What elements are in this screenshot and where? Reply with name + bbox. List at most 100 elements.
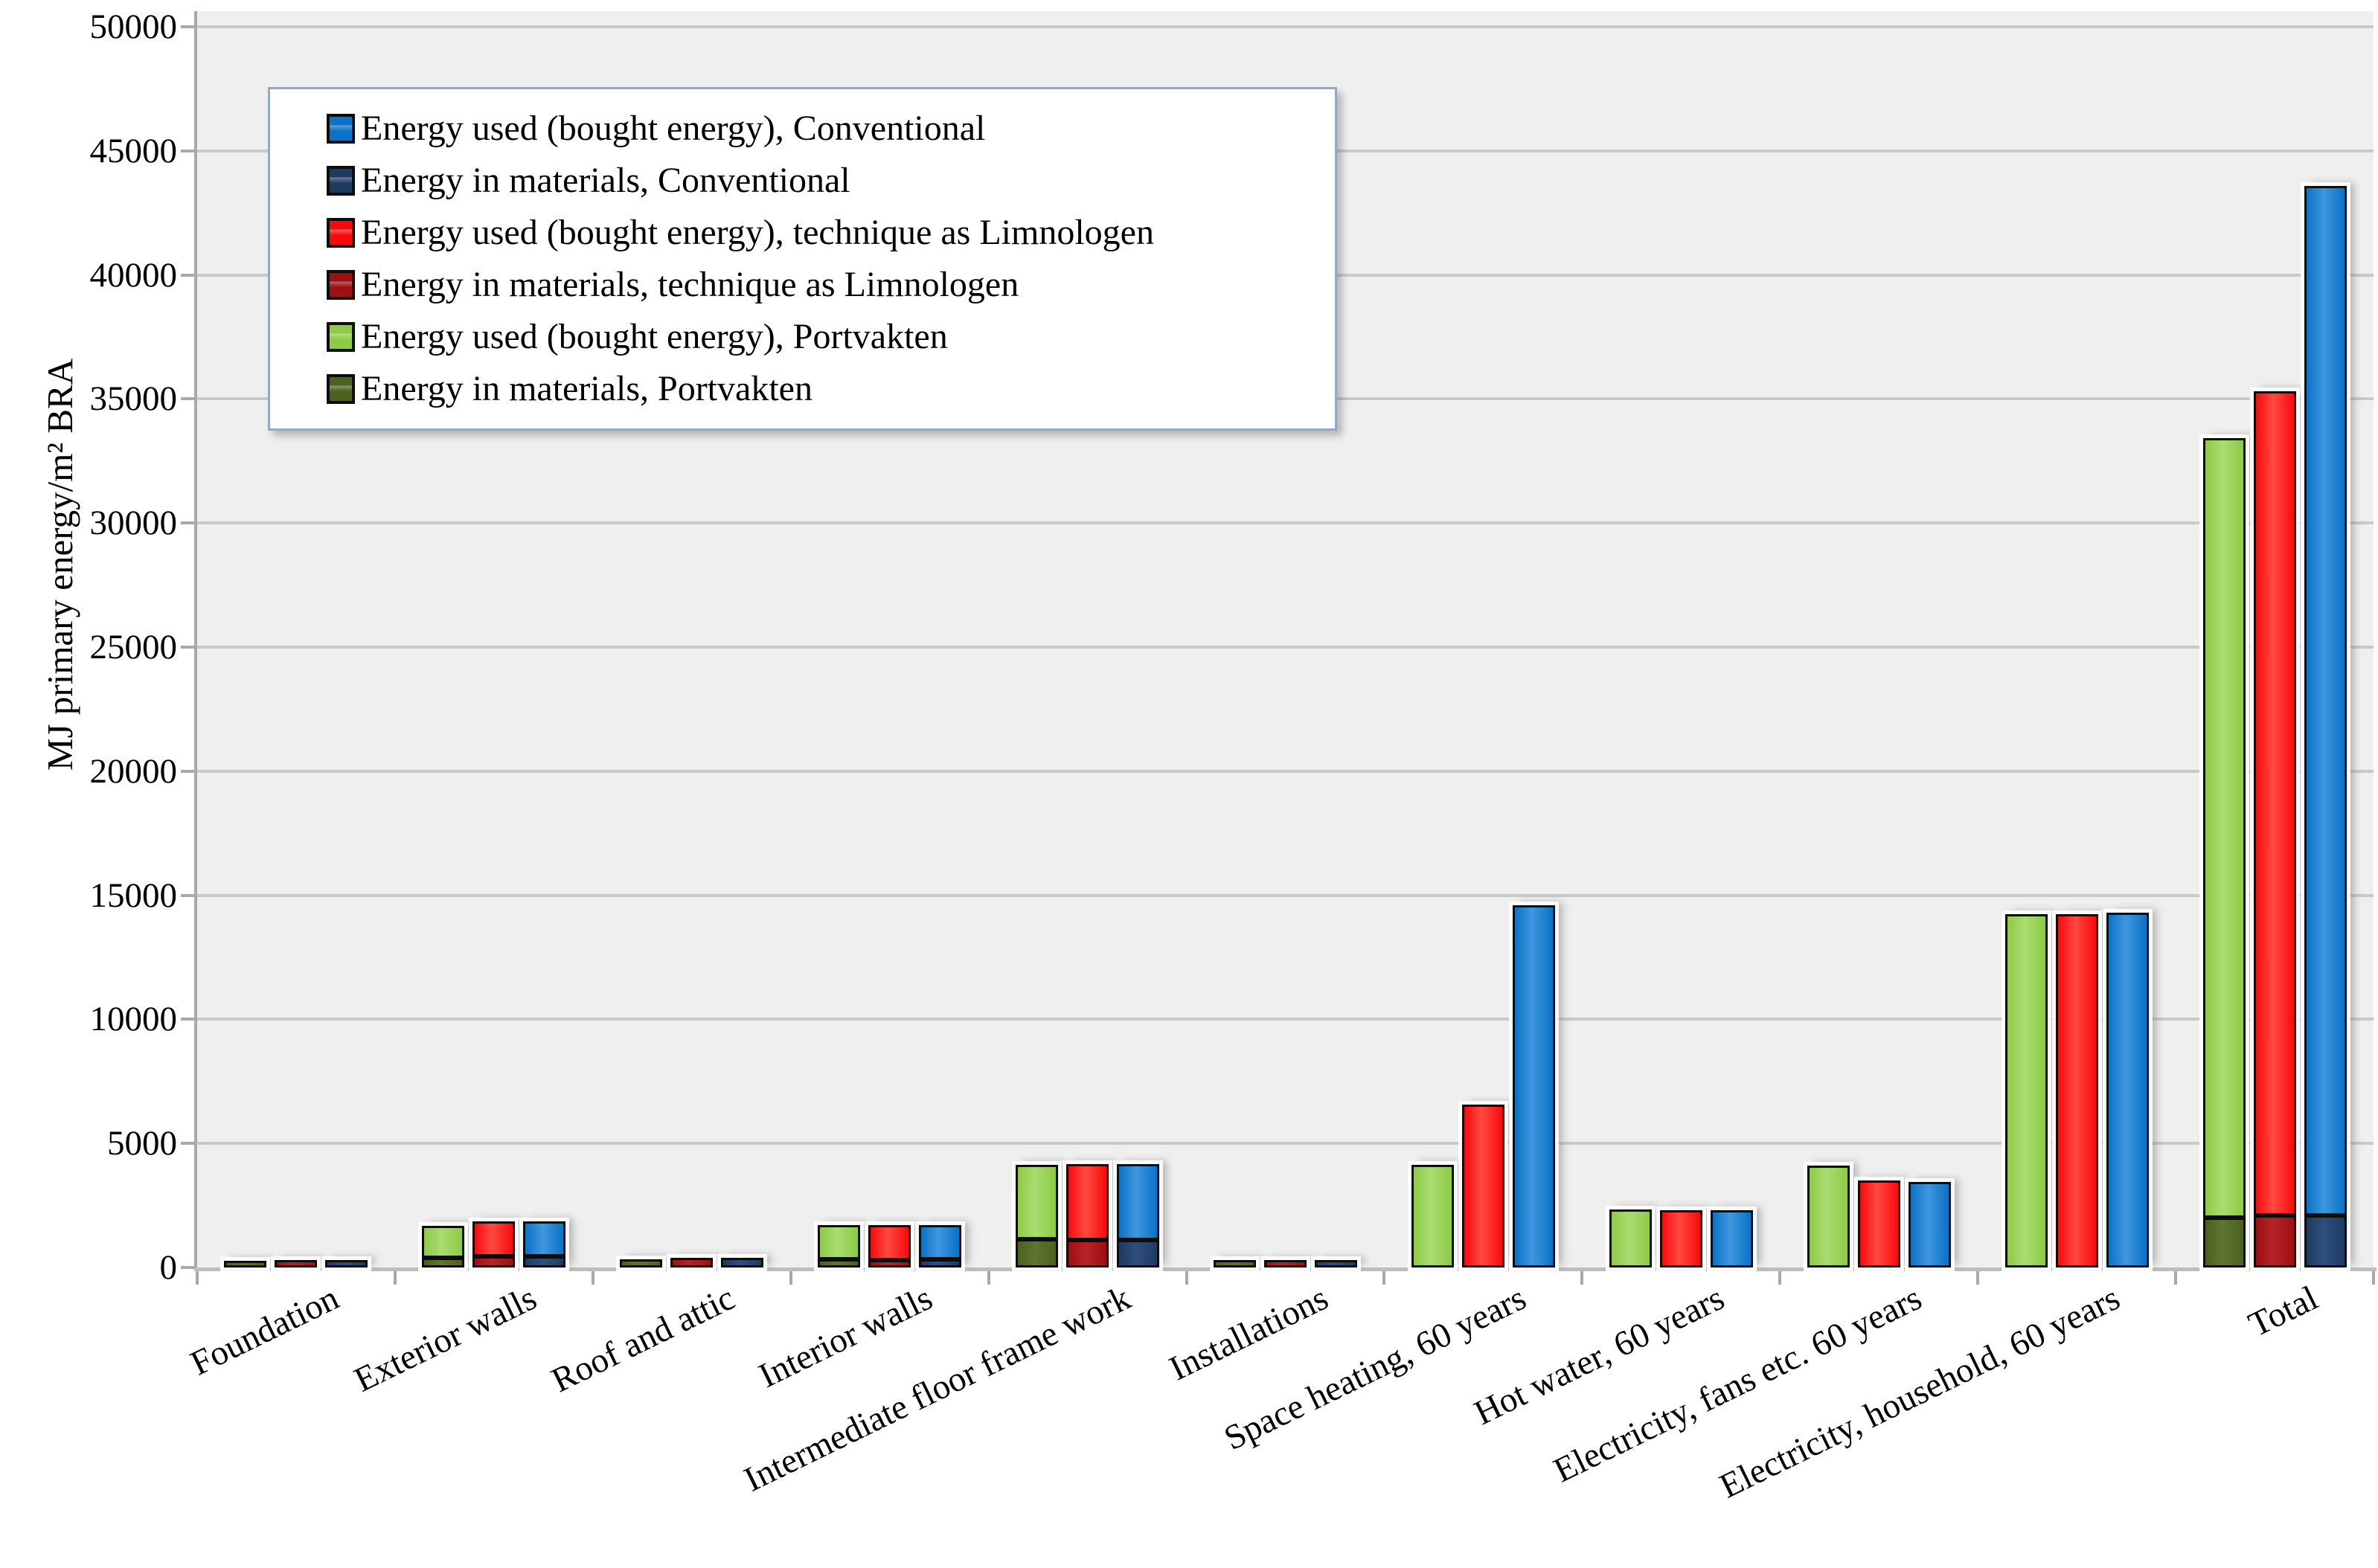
x-axis-tick: [196, 1271, 199, 1285]
bar-technique-as-limnologen-4: [1066, 1164, 1109, 1267]
bar-conventional-9: [2106, 913, 2149, 1267]
y-axis-tick: [181, 646, 196, 649]
x-category-label: Total: [2242, 1278, 2324, 1345]
bar-conventional-10: [2304, 186, 2347, 1267]
y-tick-label: 5000: [107, 1124, 177, 1163]
bar-portvakten-6: [1411, 1165, 1454, 1267]
legend-item: Energy used (bought energy), Conventiona…: [327, 109, 1320, 148]
bar-conventional-1: [523, 1221, 566, 1267]
legend-label: Energy used (bought energy), Portvakten: [361, 317, 948, 356]
legend-label: Energy in materials, Conventional: [361, 161, 850, 200]
bar-segment-materials: [472, 1256, 516, 1267]
bar-segment-used: [1857, 1180, 1900, 1267]
bar-segment-materials: [523, 1256, 566, 1267]
bar-segment-used: [1807, 1166, 1850, 1267]
x-category-label: Foundation: [185, 1278, 345, 1384]
gridline: [197, 1142, 2374, 1146]
x-axis-tick: [393, 1271, 397, 1285]
bar-portvakten-10: [2202, 438, 2246, 1267]
bar-portvakten-9: [2004, 914, 2048, 1267]
bar-technique-as-limnologen-9: [2055, 914, 2098, 1267]
bar-segment-materials: [275, 1260, 318, 1267]
bar-segment-used: [1411, 1165, 1454, 1267]
bar-segment-used: [472, 1221, 516, 1256]
bar-segment-materials: [1117, 1240, 1160, 1267]
y-axis-line: [194, 11, 197, 1267]
y-tick-label: 50000: [89, 7, 178, 46]
x-axis-tick: [1580, 1271, 1584, 1285]
bar-segment-materials: [1214, 1260, 1256, 1267]
bar-segment-used: [1066, 1164, 1109, 1240]
gridline: [197, 646, 2374, 649]
x-axis-tick: [789, 1271, 792, 1285]
bar-conventional-2: [721, 1258, 764, 1267]
y-tick-label: 25000: [89, 628, 178, 666]
bar-segment-used: [2004, 914, 2048, 1267]
bar-conventional-3: [919, 1225, 962, 1267]
bar-segment-materials: [1066, 1240, 1109, 1267]
bar-portvakten-5: [1214, 1260, 1256, 1267]
y-axis-tick: [181, 1018, 196, 1021]
bar-technique-as-limnologen-3: [868, 1225, 911, 1267]
bar-segment-materials: [2202, 1218, 2246, 1267]
bar-segment-used: [2253, 391, 2296, 1215]
bar-technique-as-limnologen-5: [1264, 1260, 1307, 1267]
bar-segment-materials: [1315, 1260, 1357, 1267]
bar-segment-materials: [1264, 1260, 1307, 1267]
bar-segment-materials: [422, 1258, 465, 1267]
y-tick-label: 45000: [89, 131, 178, 170]
legend-label: Energy in materials, Portvakten: [361, 369, 813, 408]
x-axis-tick: [1778, 1271, 1782, 1285]
bar-portvakten-7: [1609, 1209, 1652, 1267]
y-tick-label: 40000: [89, 255, 178, 295]
y-axis-tick: [181, 397, 196, 401]
x-axis-tick: [1976, 1271, 1980, 1285]
y-axis-tick: [181, 149, 196, 152]
gridline: [197, 25, 2374, 28]
bar-segment-used: [2202, 438, 2246, 1218]
x-axis-line: [194, 1267, 2377, 1271]
bar-segment-used: [818, 1225, 861, 1259]
gridline: [197, 893, 2374, 897]
legend-swatch-icon: [327, 218, 355, 248]
gridline: [197, 521, 2374, 525]
x-category-label: Roof and attic: [545, 1278, 741, 1401]
legend-swatch-icon: [327, 374, 355, 404]
bar-segment-used: [523, 1221, 566, 1256]
bar-conventional-6: [1512, 905, 1555, 1267]
legend-swatch-icon: [327, 114, 355, 144]
x-category-label: Installations: [1163, 1278, 1335, 1389]
y-tick-label: 0: [159, 1248, 178, 1287]
x-axis-tick: [1382, 1271, 1386, 1285]
y-axis-tick: [181, 1266, 196, 1269]
x-axis-tick: [2372, 1271, 2375, 1285]
bar-segment-materials: [721, 1258, 764, 1267]
bar-technique-as-limnologen-7: [1659, 1210, 1702, 1267]
bar-segment-used: [422, 1226, 465, 1258]
bar-technique-as-limnologen-1: [472, 1221, 516, 1267]
x-axis-tick: [2174, 1271, 2178, 1285]
bar-technique-as-limnologen-0: [275, 1260, 318, 1267]
bar-technique-as-limnologen-10: [2253, 391, 2296, 1267]
bar-segment-used: [919, 1225, 962, 1259]
bar-technique-as-limnologen-2: [670, 1258, 714, 1267]
bar-portvakten-0: [224, 1261, 267, 1267]
legend-label: Energy in materials, technique as Limnol…: [361, 265, 1019, 304]
bar-segment-used: [1659, 1210, 1702, 1267]
legend-swatch-icon: [327, 270, 355, 300]
legend-swatch-icon: [327, 166, 355, 196]
bar-conventional-7: [1710, 1210, 1753, 1267]
bar-technique-as-limnologen-8: [1857, 1180, 1900, 1267]
bar-segment-materials: [1016, 1239, 1059, 1267]
bar-segment-used: [1016, 1165, 1059, 1239]
bar-segment-materials: [224, 1261, 267, 1267]
bar-segment-materials: [868, 1260, 911, 1267]
legend-item: Energy used (bought energy), Portvakten: [327, 318, 1320, 356]
bar-conventional-5: [1315, 1260, 1357, 1267]
legend-label: Energy used (bought energy), technique a…: [361, 213, 1154, 252]
y-axis-tick: [181, 1142, 196, 1146]
legend-item: Energy in materials, Conventional: [327, 161, 1320, 200]
bar-segment-used: [1461, 1105, 1504, 1267]
y-tick-label: 20000: [89, 751, 178, 791]
